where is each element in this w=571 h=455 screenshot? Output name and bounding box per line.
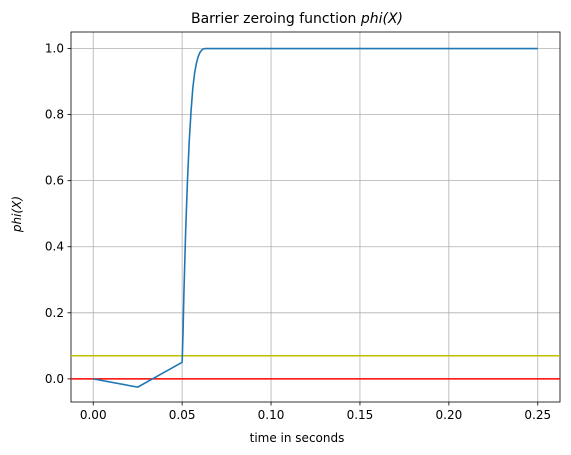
series-group <box>93 47 538 388</box>
y-tick-label: 0.4 <box>45 240 64 254</box>
y-axis-label: phi(X) <box>10 196 24 233</box>
y-tick-label: 1.0 <box>45 42 64 56</box>
x-tick-label: 0.10 <box>258 408 285 422</box>
y-tick-label: 0.6 <box>45 174 64 188</box>
x-tick-label: 0.05 <box>169 408 196 422</box>
x-axis-label: time in seconds <box>250 431 345 445</box>
chart-title-text: Barrier zeroing function <box>191 11 361 27</box>
x-tick-label: 0.00 <box>80 408 107 422</box>
y-tick-label: 0.8 <box>45 108 64 122</box>
x-axis-ticks: 0.00 0.05 0.10 0.15 0.20 0.25 <box>80 402 551 422</box>
y-tick-label: 0.0 <box>45 372 64 386</box>
x-tick-label: 0.15 <box>347 408 374 422</box>
plot-area-frame <box>70 31 561 403</box>
series-line <box>93 47 538 388</box>
y-axis-ticks: 0.0 0.2 0.4 0.6 0.8 1.0 <box>45 42 71 386</box>
chart-title: Barrier zeroing function phi(X) <box>191 11 403 27</box>
y-tick-label: 0.2 <box>45 306 64 320</box>
chart-title-math: phi(X) <box>360 11 403 27</box>
x-tick-label: 0.20 <box>436 408 463 422</box>
x-tick-label: 0.25 <box>524 408 551 422</box>
